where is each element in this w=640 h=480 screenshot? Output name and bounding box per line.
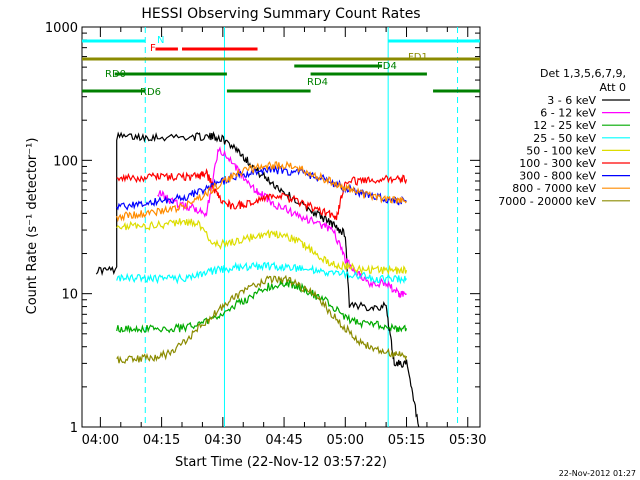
- y-axis-label: Count Rate (s⁻¹ detector⁻¹): [25, 138, 40, 315]
- chart-title: HESSI Observing Summary Count Rates: [141, 6, 420, 22]
- series-line-8: [116, 274, 408, 365]
- x-axis: 04:00 04:15 04:30 04:45 05:00 05:15 05:30: [82, 27, 486, 448]
- x-axis-label: Start Time (22-Nov-12 03:57:22): [175, 455, 387, 470]
- legend-entry-label: 7000 - 20000 keV: [498, 195, 596, 208]
- footer-timestamp: 22-Nov-2012 01:27: [559, 469, 636, 478]
- legend-entry-label: 3 - 6 keV: [547, 94, 596, 107]
- legend-entry-label: 800 - 7000 keV: [512, 182, 596, 195]
- series-line-7: [116, 160, 407, 223]
- x-tick-label: 04:15: [143, 433, 180, 448]
- y-axis: 1 10 100 1000: [45, 21, 480, 436]
- legend-entry-label: 50 - 100 keV: [526, 144, 596, 157]
- y-tick-label: 1000: [45, 21, 78, 36]
- series-line-4: [116, 218, 408, 276]
- legend-entry-label: 300 - 800 keV: [519, 170, 596, 183]
- flag-label-fd1: FD1: [408, 52, 428, 63]
- flag-bars: NF FD1 FD4 RD0 RD4 RD6: [82, 35, 480, 98]
- vertical-markers: [144, 27, 459, 427]
- flag-label-rd0: RD0: [105, 69, 126, 80]
- flag-label-fd4: FD4: [377, 61, 397, 72]
- legend-entry-label: 100 - 300 keV: [519, 157, 596, 170]
- y-tick-label: 100: [53, 154, 78, 169]
- x-tick-label: 05:30: [449, 433, 486, 448]
- x-tick-label: 05:15: [388, 433, 425, 448]
- legend-header-detectors: Det 1,3,5,6,7,9,: [540, 67, 626, 80]
- legend-entry-label: 12 - 25 keV: [533, 119, 596, 132]
- legend-header-attenuator: Att 0: [600, 81, 626, 94]
- y-tick-label: 1: [70, 421, 78, 436]
- legend-entry-label: 6 - 12 keV: [540, 107, 596, 120]
- series-line-1: [157, 146, 407, 299]
- legend-entry-label: 25 - 50 keV: [533, 132, 596, 145]
- plot-frame: [81, 26, 481, 428]
- series-line-6: [116, 164, 407, 211]
- series-line-5: [116, 167, 408, 221]
- x-tick-label: 04:00: [82, 433, 119, 448]
- y-tick-label: 10: [61, 288, 78, 303]
- flag-label-f: F: [150, 43, 156, 54]
- x-tick-label: 04:30: [204, 433, 241, 448]
- series-line-0: [95, 131, 420, 427]
- series-lines: [95, 131, 420, 427]
- flag-label-rd4: RD4: [307, 77, 328, 88]
- flag-label-n: N: [157, 35, 164, 46]
- flag-label-rd6: RD6: [140, 87, 161, 98]
- x-tick-label: 04:45: [265, 433, 302, 448]
- series-line-3: [116, 261, 408, 285]
- x-tick-label: 05:00: [327, 433, 364, 448]
